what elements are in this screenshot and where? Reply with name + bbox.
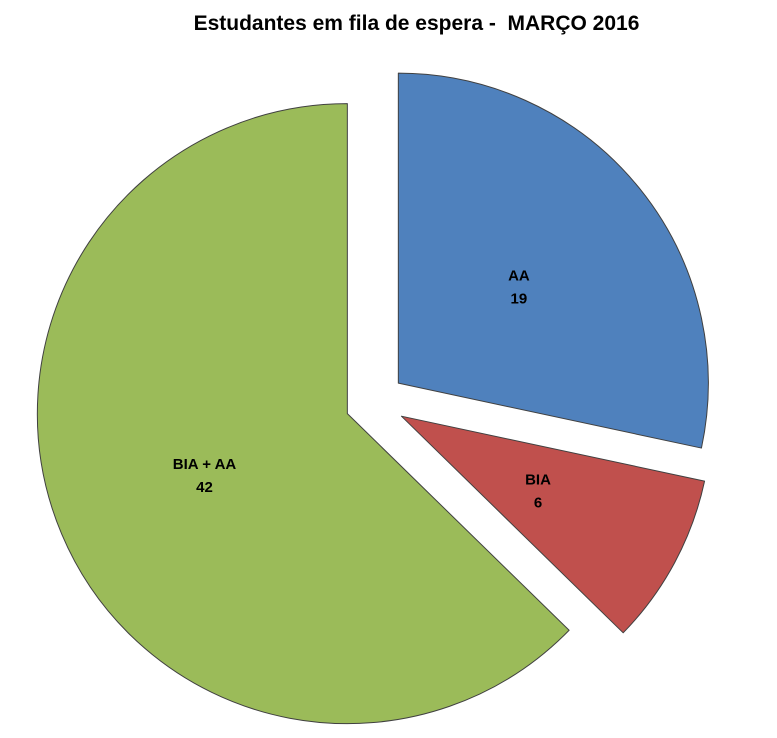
slice-value-bia: 6: [534, 494, 542, 511]
slice-value-aa: 19: [511, 291, 528, 308]
slice-label-bia: BIA: [525, 471, 551, 488]
pie-slice-bia: [400, 415, 706, 634]
pie-slice-aa: [397, 72, 709, 449]
slice-label-aa: AA: [508, 268, 530, 285]
slice-label-bia-aa: BIA + AA: [173, 456, 237, 473]
pie-slice-bia-aa: [36, 103, 570, 725]
slice-value-bia-aa: 42: [196, 479, 213, 496]
chart-title: Estudantes em fila de espera - MARÇO 201…: [193, 12, 640, 35]
